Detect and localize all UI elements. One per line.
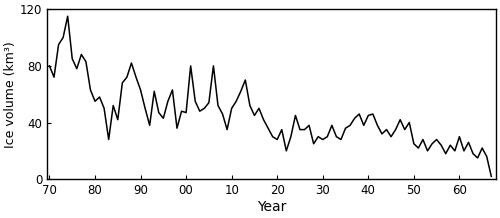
- Y-axis label: Ice volume (km³): Ice volume (km³): [4, 41, 17, 148]
- X-axis label: Year: Year: [257, 200, 286, 214]
